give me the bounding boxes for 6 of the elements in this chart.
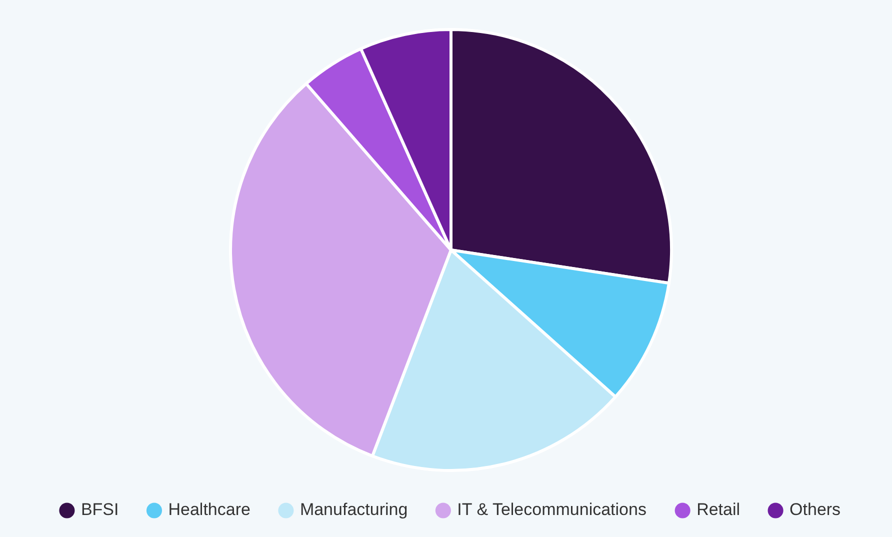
legend-label: IT & Telecommunications: [457, 500, 646, 520]
legend-label: Healthcare: [168, 500, 250, 520]
legend-label: Retail: [696, 500, 740, 520]
legend-label: Others: [790, 500, 841, 520]
legend-label: Manufacturing: [300, 500, 408, 520]
legend-label: BFSI: [80, 500, 119, 520]
